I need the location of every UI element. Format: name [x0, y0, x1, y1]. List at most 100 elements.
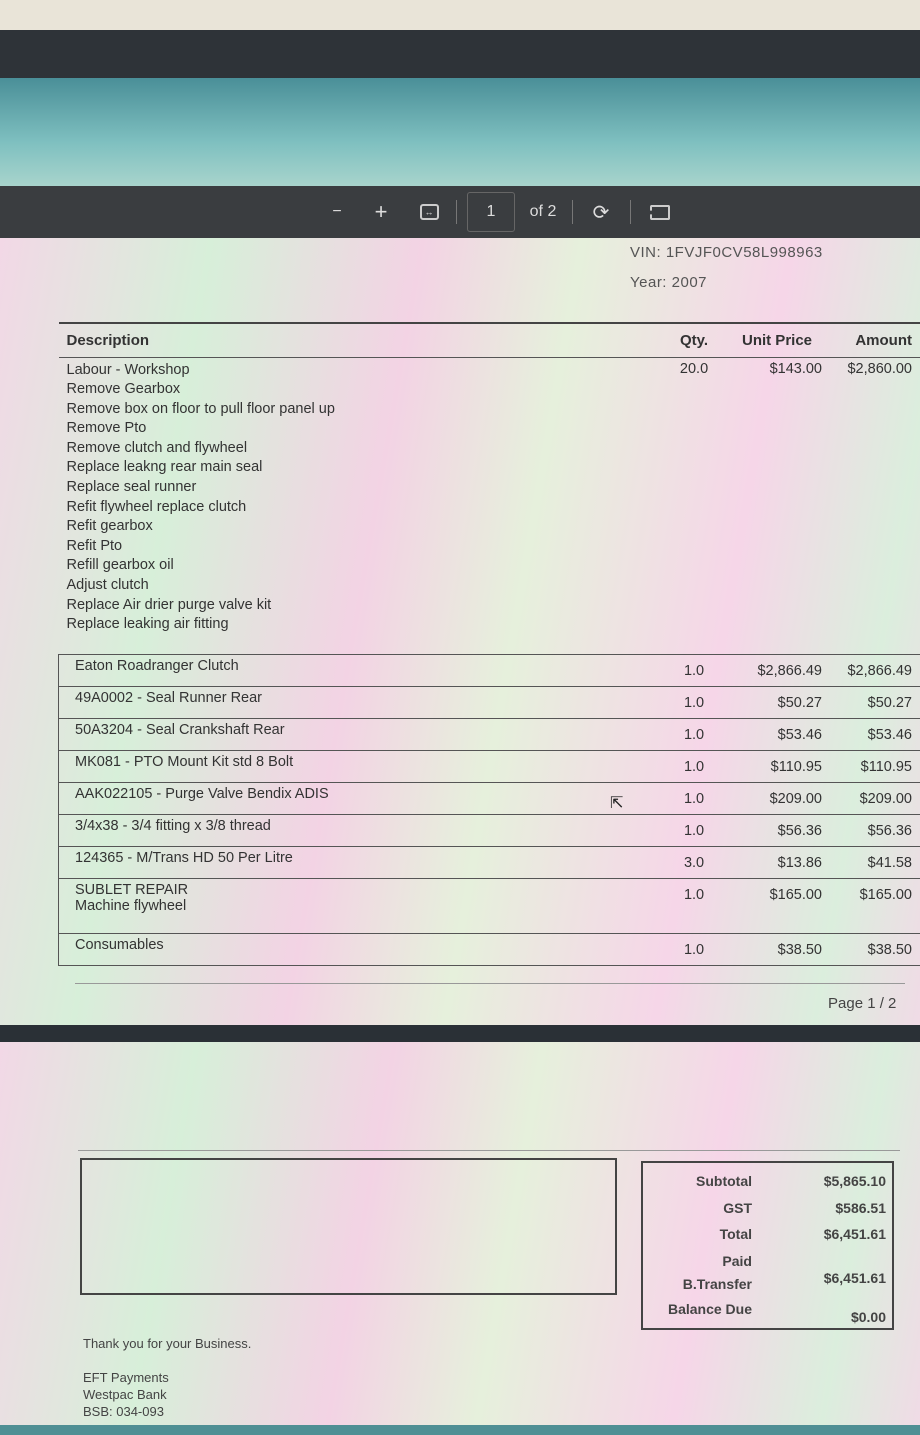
row-description-detail: Machine flywheel: [75, 897, 187, 914]
row-amount: $165.00: [829, 878, 920, 934]
row-qty: 1.0: [664, 654, 725, 687]
table-row: SUBLET REPAIR Machine flywheel 1.0 $165.00 $…: [58, 878, 920, 934]
vin-text: VIN: 1FVJF0CV58L998963: [630, 244, 823, 261]
labour-line: Remove Pto: [66, 420, 147, 437]
row-amount: $2,860.00: [829, 357, 920, 655]
page-total: of 2: [529, 203, 557, 220]
viewer-header-band: [0, 78, 920, 186]
row-description-text: SUBLET REPAIR: [75, 881, 189, 898]
row-amount: $41.58: [829, 846, 920, 879]
bsb-text: BSB: 034-093: [83, 1404, 164, 1419]
pdf-page-2: Subtotal $5,865.10 GST $586.51 Total $6,451…: [0, 1042, 920, 1425]
pdf-page-1: VIN: 1FVJF0CV58L998963 Year: 2007 Descri…: [0, 238, 920, 1025]
bottom-band: [0, 1425, 920, 1435]
row-amount: $209.00: [829, 782, 920, 815]
row-qty: 1.0: [664, 686, 725, 719]
labour-line: Remove box on floor to pull floor panel …: [66, 400, 335, 417]
zoom-out-button[interactable]: −: [325, 186, 349, 238]
zoom-in-button[interactable]: +: [368, 186, 394, 238]
row-qty: 1.0: [664, 750, 725, 783]
row-qty: 3.0: [664, 846, 725, 879]
header-unit-price: Unit Price: [724, 322, 830, 358]
table-row: Consumables 1.0 $38.50 $38.50: [58, 933, 920, 966]
table-row: 3/4x38 - 3/4 fitting x 3/8 thread 1.0 $56.…: [58, 814, 920, 847]
row-description: 50A3204 - Seal Crankshaft Rear: [58, 718, 665, 751]
rotate-icon: ⟳: [592, 201, 610, 224]
row-description: Eaton Roadranger Clutch: [58, 654, 665, 687]
paid-value: $6,451.61: [823, 1270, 886, 1286]
row-amount: $38.50: [829, 933, 920, 966]
labour-line: Refit Pto: [66, 537, 123, 554]
rotate-button[interactable]: ⟳: [588, 186, 614, 238]
thanks-text: Thank you for your Business.: [83, 1336, 252, 1351]
row-description-text: 124365 - M/Trans HD 50 Per Litre: [75, 849, 293, 866]
table-row: AAK022105 - Purge Valve Bendix ADIS 1.0 $2…: [58, 782, 920, 815]
row-qty: 1.0: [664, 878, 725, 934]
row-unit-price: $165.00: [724, 878, 830, 934]
page-view-button[interactable]: [646, 186, 674, 238]
toolbar-divider: [572, 200, 573, 224]
page-footer: Page 1 / 2: [828, 995, 897, 1012]
table-row: Eaton Roadranger Clutch 1.0 $2,866.49 $2,86…: [58, 654, 920, 687]
row-amount: $53.46: [829, 718, 920, 751]
row-unit-price: $56.36: [724, 814, 830, 847]
row-qty: 1.0: [664, 933, 725, 966]
row-description: SUBLET REPAIR Machine flywheel: [58, 878, 665, 934]
footer-rule: [75, 983, 905, 984]
row-description: 49A0002 - Seal Runner Rear: [58, 686, 665, 719]
fit-width-button[interactable]: ↔: [416, 186, 442, 238]
labour-line: Remove Gearbox: [66, 381, 181, 398]
row-description: Consumables: [58, 933, 665, 966]
row-unit-price: $110.95: [724, 750, 830, 783]
labour-line: Refill gearbox oil: [66, 557, 174, 574]
page-number-input[interactable]: 1: [467, 192, 515, 232]
row-unit-price: $143.00: [724, 357, 830, 655]
monitor-bezel: [0, 30, 920, 78]
row-description: 124365 - M/Trans HD 50 Per Litre: [58, 846, 665, 879]
table-header: Description Qty. Unit Price Amount: [58, 322, 920, 358]
payment-method-label: B.Transfer: [682, 1276, 752, 1292]
total-value: $6,451.61: [823, 1226, 886, 1242]
row-description: MK081 - PTO Mount Kit std 8 Bolt: [58, 750, 665, 783]
gst-label: GST: [723, 1200, 752, 1216]
plus-icon: +: [374, 199, 388, 224]
labour-description: Labour - Workshop Remove Gearbox Remove bo…: [58, 357, 665, 655]
subtotal-label: Subtotal: [696, 1173, 752, 1189]
labour-line: Replace seal runner: [66, 479, 197, 496]
header-qty: Qty.: [664, 322, 725, 358]
row-unit-price: $38.50: [724, 933, 830, 966]
row-unit-price: $209.00: [724, 782, 830, 815]
mouse-cursor-icon: ⇱: [610, 795, 624, 812]
row-qty: 1.0: [664, 814, 725, 847]
fit-width-icon: ↔: [419, 204, 439, 220]
row-qty: 1.0: [664, 718, 725, 751]
toolbar-divider: [630, 200, 631, 224]
header-description: Description: [58, 322, 665, 358]
pdf-toolbar: − + ↔ 1 of 2 ⟳: [0, 186, 920, 238]
labour-line: Labour - Workshop: [66, 361, 190, 378]
paid-label: Paid: [722, 1253, 752, 1269]
top-rule: [78, 1150, 900, 1151]
table-row: 124365 - M/Trans HD 50 Per Litre 3.0 $13.8…: [58, 846, 920, 879]
table-row: Labour - Workshop Remove Gearbox Remove bo…: [58, 357, 920, 655]
minus-icon: −: [332, 203, 342, 220]
row-description-text: Consumables: [75, 936, 164, 953]
year-text: Year: 2007: [630, 274, 708, 291]
invoice-table: Description Qty. Unit Price Amount Labou…: [58, 322, 920, 966]
row-unit-price: $13.86: [724, 846, 830, 879]
row-description-text: AAK022105 - Purge Valve Bendix ADIS: [75, 785, 329, 802]
row-amount: $56.36: [829, 814, 920, 847]
balance-due-value: $0.00: [850, 1309, 886, 1325]
two-page-icon: [650, 204, 670, 220]
row-description-text: MK081 - PTO Mount Kit std 8 Bolt: [75, 753, 294, 770]
row-unit-price: $53.46: [724, 718, 830, 751]
labour-line: Replace leaking air fitting: [66, 616, 229, 633]
gst-value: $586.51: [835, 1200, 886, 1216]
labour-line: Replace Air drier purge valve kit: [66, 596, 272, 613]
row-description-text: 3/4x38 - 3/4 fitting x 3/8 thread: [75, 817, 271, 834]
notes-box: [80, 1158, 617, 1295]
labour-line: Refit flywheel replace clutch: [66, 498, 247, 515]
balance-due-label: Balance Due: [667, 1301, 752, 1317]
header-amount: Amount: [829, 322, 920, 358]
row-qty: 20.0: [664, 357, 725, 655]
